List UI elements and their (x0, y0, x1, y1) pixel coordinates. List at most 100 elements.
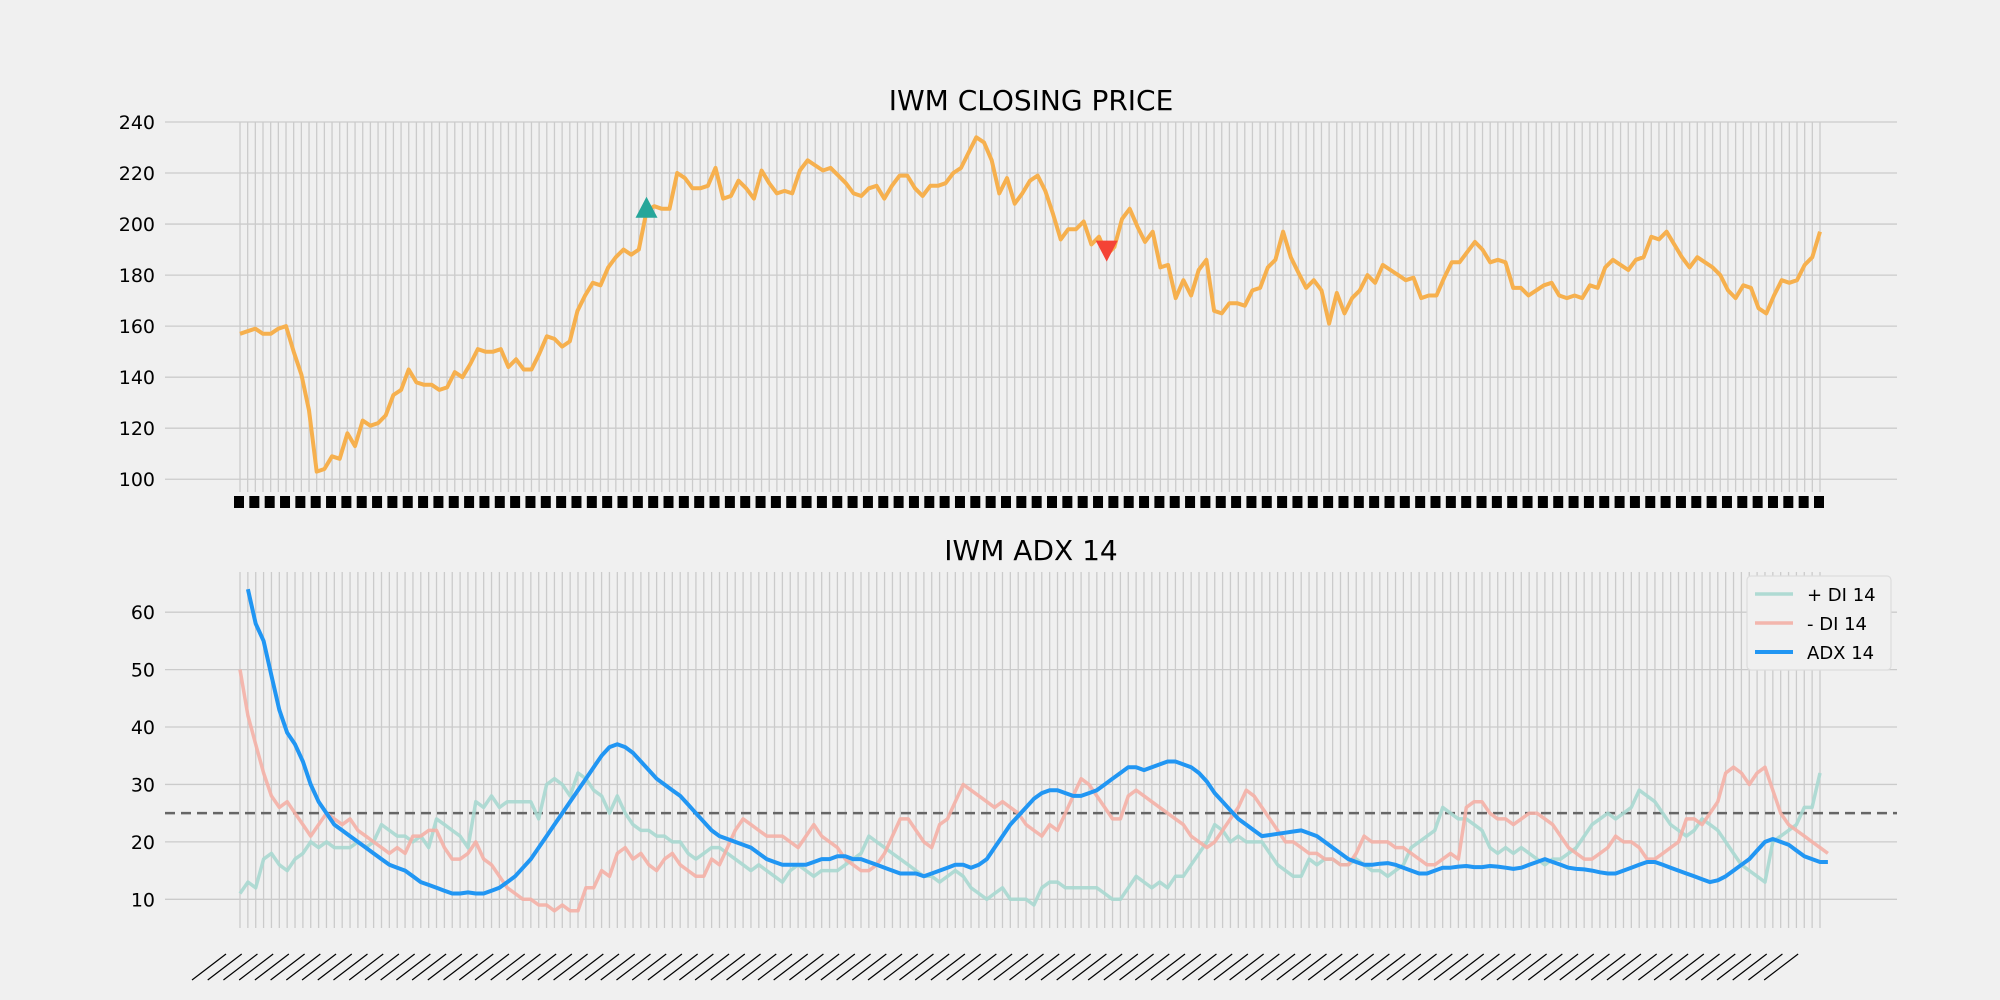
x-tick-label (1716, 953, 1752, 981)
x-tick-label (1009, 953, 1044, 981)
x-tick-label (333, 953, 368, 981)
x-tick-label (789, 953, 824, 981)
x-tick-label (1402, 953, 1437, 981)
x-tick-label (1669, 953, 1705, 981)
y-tick-label: 40 (131, 717, 155, 739)
legend-label: - DI 14 (1807, 614, 1867, 635)
x-tick-label (1575, 953, 1610, 981)
x-tick-label (537, 953, 573, 981)
x-tick-label (443, 953, 478, 981)
x-tick-label (1465, 953, 1500, 981)
x-tick-label (1072, 953, 1107, 981)
x-tick-label (914, 953, 950, 981)
x-tick-label (1166, 953, 1202, 981)
x-tick-label (1197, 953, 1233, 981)
y-tick-label: 30 (131, 774, 155, 796)
x-tick-label (238, 953, 274, 981)
x-tick-label (1449, 953, 1485, 981)
x-tick-label (1024, 953, 1060, 981)
price-chart-y-ticks: 100 120 140 160 180 200 220 240 (119, 112, 155, 491)
x-tick-label (1653, 953, 1689, 981)
series-line (239, 135, 1822, 474)
x-tick-label (1559, 953, 1595, 981)
legend-label: + DI 14 (1807, 585, 1876, 606)
x-tick-label (1638, 953, 1673, 981)
x-tick-label (1229, 953, 1264, 981)
x-tick-label (254, 953, 290, 981)
x-tick-label (301, 953, 337, 981)
price-chart-grid (165, 121, 1897, 492)
x-tick-label (396, 953, 431, 981)
x-tick-label (1732, 953, 1768, 981)
adx-chart-panel: IWM ADX 14 10 20 30 40 50 60 + DI 14 - DI 14 AD… (131, 534, 1897, 981)
x-tick-label (1527, 953, 1563, 981)
adx-chart-y-ticks: 10 20 30 40 50 60 (131, 602, 155, 911)
x-tick-label (1040, 953, 1076, 981)
x-tick-label (1292, 953, 1327, 981)
x-tick-label (1386, 953, 1422, 981)
x-tick-label (993, 953, 1029, 981)
y-tick-label: 140 (119, 367, 155, 389)
x-tick-label (1496, 953, 1532, 981)
price-chart-title: IWM CLOSING PRICE (889, 84, 1174, 117)
x-tick-label (631, 953, 667, 981)
x-tick-label (899, 953, 934, 981)
x-tick-label (1622, 953, 1658, 981)
x-tick-label (1244, 953, 1280, 981)
adx-chart-x-ticks (191, 953, 1799, 981)
y-tick-label: 20 (131, 832, 155, 854)
x-tick-label (647, 953, 683, 981)
x-tick-label (678, 953, 714, 981)
x-tick-label (883, 953, 919, 981)
y-tick-label: 240 (119, 112, 155, 134)
x-tick-label (851, 953, 887, 981)
x-tick-label (317, 953, 353, 981)
x-tick-label (1182, 953, 1217, 981)
x-tick-label (553, 953, 588, 981)
x-tick-label (1307, 953, 1343, 981)
x-tick-label (380, 953, 416, 981)
x-tick-label (1276, 953, 1312, 981)
x-tick-label (804, 953, 840, 981)
x-tick-label (490, 953, 526, 981)
x-tick-label (663, 953, 699, 981)
x-tick-label (1213, 953, 1249, 981)
x-tick-label (1119, 953, 1154, 981)
x-tick-label (1417, 953, 1453, 981)
x-tick-label (285, 953, 321, 981)
x-tick-label (1134, 953, 1170, 981)
x-tick-label (741, 953, 777, 981)
x-tick-label (1512, 953, 1547, 981)
adx-chart-legend: + DI 14 - DI 14 ADX 14 (1746, 575, 1892, 671)
x-tick-label (411, 953, 447, 981)
x-tick-label (1606, 953, 1642, 981)
x-tick-label (930, 953, 966, 981)
price-chart-series (239, 135, 1822, 474)
x-tick-label (584, 953, 620, 981)
x-tick-label (1748, 953, 1783, 981)
series-line (238, 771, 1822, 907)
x-tick-label (946, 953, 981, 981)
x-tick-label (1433, 953, 1469, 981)
x-tick-label (521, 953, 557, 981)
x-tick-label (1056, 953, 1092, 981)
adx-chart-series (165, 588, 1897, 913)
x-tick-label (1323, 953, 1359, 981)
x-tick-label (616, 953, 651, 981)
x-tick-label (1150, 953, 1186, 981)
x-tick-label (348, 953, 384, 981)
x-tick-label (1087, 953, 1123, 981)
y-tick-label: 160 (119, 316, 155, 338)
x-tick-label (1763, 953, 1799, 981)
x-tick-label (458, 953, 494, 981)
y-tick-label: 180 (119, 265, 155, 287)
x-tick-label (223, 953, 258, 981)
x-tick-label (364, 953, 400, 981)
x-tick-label (836, 953, 871, 981)
x-tick-label (694, 953, 730, 981)
legend-box (1746, 575, 1892, 671)
x-tick-label (757, 953, 793, 981)
x-tick-label (1685, 953, 1720, 981)
x-tick-label (191, 953, 227, 981)
x-tick-label (1355, 953, 1390, 981)
